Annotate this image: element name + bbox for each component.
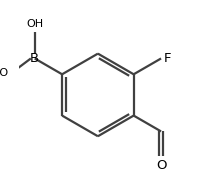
- Text: HO: HO: [0, 68, 10, 77]
- Text: OH: OH: [26, 19, 43, 29]
- Text: B: B: [30, 52, 39, 65]
- Text: O: O: [156, 159, 166, 172]
- Text: F: F: [164, 52, 171, 65]
